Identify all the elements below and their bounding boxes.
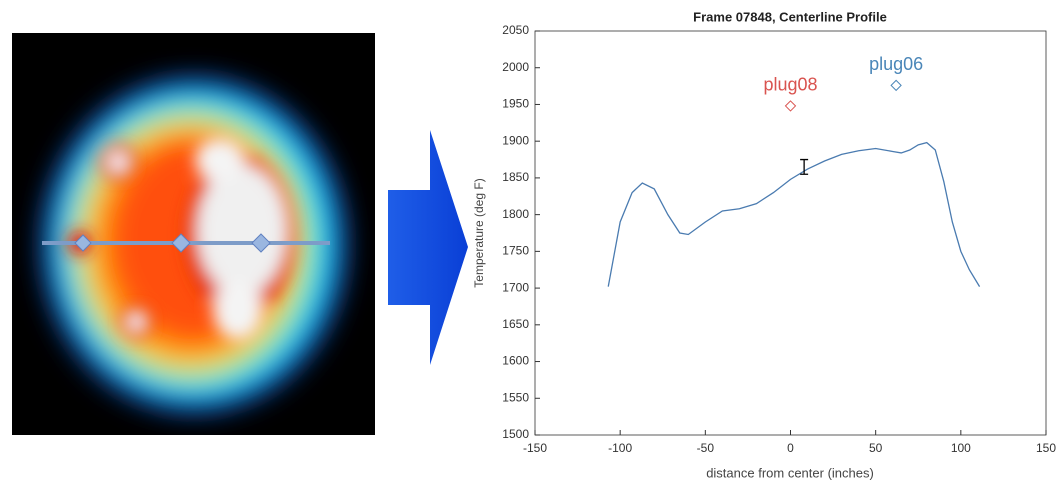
chart: Frame 07848, Centerline Profile distance…	[472, 9, 1056, 480]
y-tick-label: 1650	[502, 317, 529, 331]
y-tick-label: 1850	[502, 170, 529, 184]
x-tick-label: -50	[697, 441, 715, 455]
marker-label: plug06	[869, 54, 923, 74]
y-tick-label: 1950	[502, 97, 529, 111]
x-tick-label: -100	[608, 441, 632, 455]
x-tick-label: 150	[1036, 441, 1056, 455]
y-tick-label: 2000	[502, 60, 529, 74]
y-tick-label: 1550	[502, 390, 529, 404]
y-tick-label: 1750	[502, 244, 529, 258]
y-tick-label: 1900	[502, 133, 529, 147]
marker-label: plug08	[763, 75, 817, 95]
arrow	[388, 130, 468, 365]
x-axis-label: distance from center (inches)	[706, 465, 874, 480]
x-tick-label: -150	[523, 441, 547, 455]
chart-title: Frame 07848, Centerline Profile	[693, 9, 887, 24]
thermal-image	[12, 33, 375, 435]
page: Frame 07848, Centerline Profile distance…	[0, 0, 1058, 485]
y-axis-label: Temperature (deg F)	[472, 178, 486, 287]
y-tick-label: 1700	[502, 280, 529, 294]
y-tick-label: 1600	[502, 354, 529, 368]
x-tick-label: 100	[951, 441, 971, 455]
y-tick-label: 2050	[502, 23, 529, 37]
x-tick-label: 0	[787, 441, 794, 455]
x-tick-label: 50	[869, 441, 883, 455]
y-tick-label: 1500	[502, 427, 529, 441]
y-tick-label: 1800	[502, 207, 529, 221]
